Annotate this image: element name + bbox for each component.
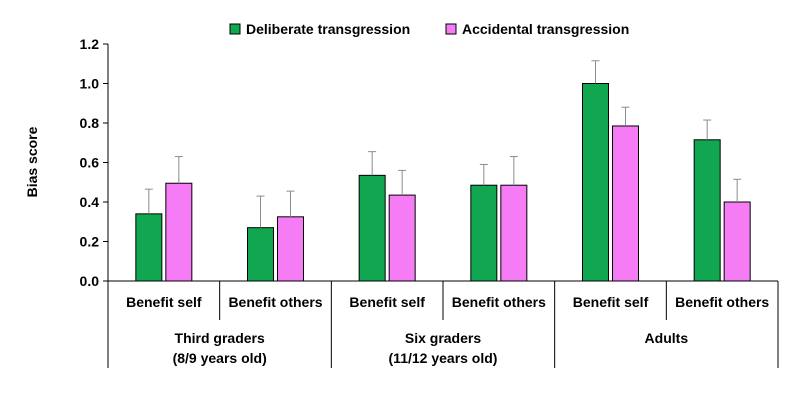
x-category-label: Benefit others [228,294,322,310]
x-group-label: Third graders [175,330,265,346]
legend-label: Accidental transgression [462,21,629,37]
bar-accidental [612,125,639,282]
legend: Deliberate transgression Accidental trans… [229,21,629,37]
bar-accidental [388,194,416,282]
bar-deliberate [247,227,274,282]
x-axis-groups: Third graders (8/9 years old) Six graders (… [173,330,689,366]
y-tick-label: 1.2 [80,36,100,52]
error-bar [256,195,265,228]
bar-deliberate [470,184,498,282]
legend-item: Accidental transgression [445,21,629,37]
y-axis-ticks: 0.0 0.2 0.4 0.6 0.8 1.0 1.2 [80,36,108,289]
x-category-label: Benefit others [452,294,546,310]
bar-accidental [723,201,751,282]
y-tick-label: 0.6 [80,155,100,171]
error-bar [398,169,407,196]
legend-swatch [229,23,241,35]
error-bar [368,151,377,176]
x-category-label: Benefit self [573,294,649,310]
bar-deliberate [693,139,721,282]
x-group-label: Adults [645,330,689,346]
x-group-sublabel: (8/9 years old) [173,350,267,366]
error-bar [144,188,153,214]
x-group-label: Six graders [405,330,481,346]
legend-swatch [445,23,457,35]
y-axis-label: Bias score [24,126,40,197]
bar-deliberate [358,174,386,282]
x-group-sublabel: (11/12 years old) [389,350,498,366]
x-category-label: Benefit self [126,294,202,310]
bar-accidental [165,182,193,282]
y-tick-label: 0.2 [80,234,100,250]
legend-label: Deliberate transgression [246,21,410,37]
bar-accidental [500,184,528,282]
error-bar [509,156,518,186]
x-category-label: Benefit self [349,294,425,310]
error-bar [733,178,742,202]
y-tick-label: 0.0 [80,273,100,289]
error-bar [591,60,600,84]
x-axis-categories: Benefit self Benefit others Benefit self Be… [107,281,779,368]
x-category-label: Benefit others [675,294,769,310]
error-bar [621,106,630,126]
bars [135,83,751,282]
bar-deliberate [135,213,163,282]
error-bar [286,190,295,217]
bar-accidental [277,216,304,282]
error-bar [479,163,488,186]
error-bar [174,156,183,184]
y-tick-label: 1.0 [80,76,100,92]
y-tick-label: 0.8 [80,115,100,131]
error-bar [703,119,712,140]
legend-item: Deliberate transgression [229,21,410,37]
bar-deliberate [582,83,609,282]
y-tick-label: 0.4 [80,194,100,210]
axes [107,44,778,282]
error-bars [144,60,742,228]
